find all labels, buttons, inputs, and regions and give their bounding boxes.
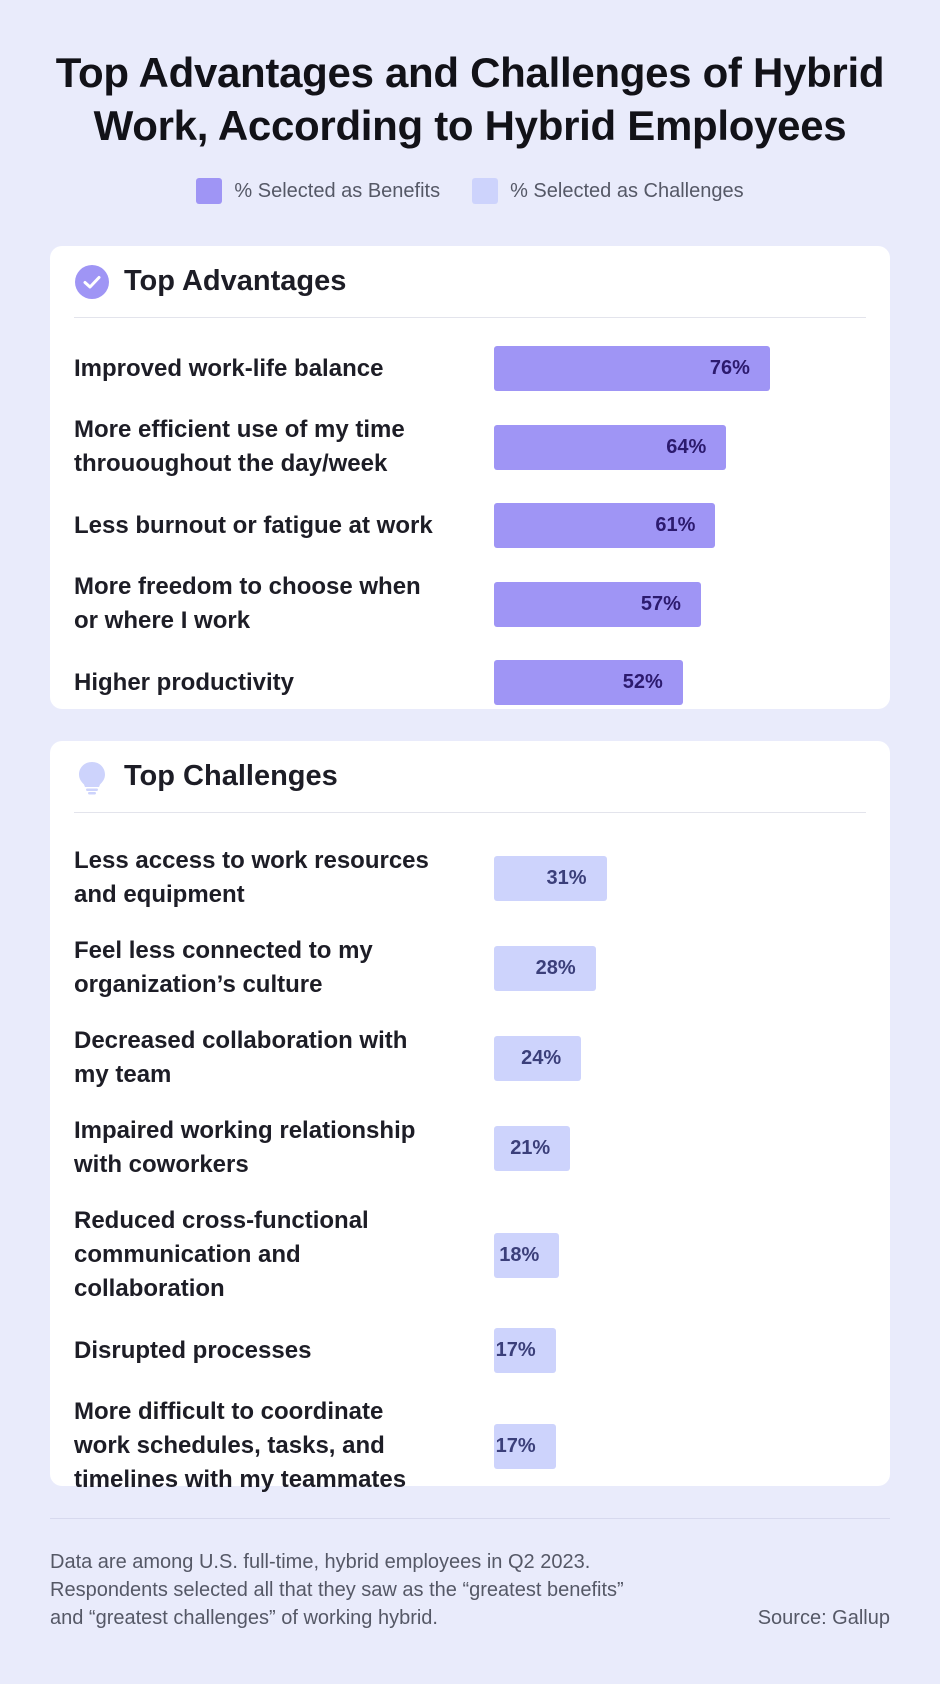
challenge-label: Less access to work resources and equipme… <box>74 844 464 912</box>
chart-title-line-1: Top Advantages and Challenges of Hybrid <box>55 49 885 96</box>
challenge-row: More difficult to coordinate work schedul… <box>74 1395 866 1497</box>
advantage-label-line: Higher productivity <box>74 668 295 696</box>
challenge-label: Decreased collaboration with my team <box>74 1024 464 1092</box>
challenge-value-label: 17% <box>495 1339 536 1361</box>
challenges-heading: Top Challenges <box>124 760 338 792</box>
challenges-header: Top Challenges <box>74 741 866 813</box>
advantage-label: More efficient use of my time thrououghou… <box>74 413 464 481</box>
advantages-card: Top Advantages Improved work-life balanc… <box>50 246 890 709</box>
advantage-row: Improved work-life balance 76% <box>74 346 866 391</box>
challenge-row: Feel less connected to my organization’s … <box>74 934 866 1002</box>
challenge-value-label: 24% <box>521 1046 562 1069</box>
challenge-row: Disrupted processes 17% <box>74 1328 866 1373</box>
challenge-bar: 31% <box>494 855 607 901</box>
challenge-value-label: 28% <box>535 956 576 979</box>
challenge-value-label: 18% <box>499 1243 540 1266</box>
challenge-bar: 17% <box>494 1328 556 1373</box>
advantage-label: Improved work-life balance <box>74 352 464 386</box>
advantage-row: Less burnout or fatigue at work 61% <box>74 503 866 548</box>
challenge-label: Reduced cross-functional communication an… <box>74 1204 464 1306</box>
challenge-row: Impaired working relationship with cowork… <box>74 1114 866 1182</box>
challenge-bar: 24% <box>494 1035 582 1081</box>
legend-swatch-challenges <box>472 178 499 204</box>
challenge-bar: 18% <box>494 1232 560 1278</box>
challenge-row: Less access to work resources and equipme… <box>74 844 866 912</box>
footnote-line-3: and “greatest challenges” of working hyb… <box>50 1607 438 1629</box>
challenge-row: Reduced cross-functional communication an… <box>74 1204 866 1306</box>
advantage-label-line: More efficient use of my time <box>74 416 405 443</box>
challenge-label-line: my team <box>74 1061 172 1088</box>
advantage-label: Less burnout or fatigue at work <box>74 509 464 543</box>
advantage-label-line: More freedom to choose when <box>74 573 421 600</box>
challenges-card: Top Challenges Less access to work resou… <box>50 741 890 1493</box>
advantage-label: More freedom to choose when or where I wo… <box>74 570 464 638</box>
legend-item-challenges: % Selected as Challenges <box>472 178 744 204</box>
chart-title-line-2: Work, According to Hybrid Employees <box>93 102 847 149</box>
challenge-value-label: 31% <box>546 866 587 889</box>
advantages-heading: Top Advantages <box>124 265 347 297</box>
footer-divider <box>50 1518 890 1519</box>
legend-label-challenges: % Selected as Challenges <box>510 179 744 202</box>
challenge-label-line: communication and <box>74 1241 301 1268</box>
challenge-label-line: and equipment <box>74 881 245 908</box>
challenge-label: Feel less connected to my organization’s … <box>74 934 464 1002</box>
footnote-line-1: Data are among U.S. full-time, hybrid em… <box>50 1551 591 1573</box>
challenge-label: Impaired working relationship with cowork… <box>74 1114 464 1182</box>
advantage-value-label: 52% <box>622 671 663 693</box>
challenge-label-line: Disrupted processes <box>74 1336 312 1364</box>
challenge-label-line: More difficult to coordinate <box>74 1398 384 1425</box>
challenge-value-label: 21% <box>510 1136 551 1159</box>
legend-swatch-benefits <box>196 178 223 204</box>
advantage-bar: 64% <box>494 424 727 470</box>
challenge-label-line: collaboration <box>74 1275 225 1302</box>
advantage-row: More freedom to choose when or where I wo… <box>74 570 866 638</box>
advantage-row: Higher productivity 52% <box>74 660 866 705</box>
advantage-value-label: 57% <box>640 592 681 615</box>
source-credit: Source: Gallup <box>757 1607 890 1629</box>
advantage-bar: 57% <box>494 581 701 627</box>
advantage-bar: 52% <box>494 660 683 705</box>
advantage-value-label: 61% <box>655 514 696 536</box>
challenge-label: More difficult to coordinate work schedul… <box>74 1395 464 1497</box>
challenge-label-line: Impaired working relationship <box>74 1117 416 1144</box>
challenge-label-line: work schedules, tasks, and <box>74 1432 385 1459</box>
challenge-row: Decreased collaboration with my team 24% <box>74 1024 866 1092</box>
check-circle-icon <box>75 264 109 299</box>
legend: % Selected as Benefits % Selected as Cha… <box>0 178 940 204</box>
challenge-label-line: with coworkers <box>74 1151 249 1178</box>
advantage-label-line: Improved work-life balance <box>74 354 384 382</box>
challenge-label-line: Reduced cross-functional <box>74 1207 369 1234</box>
advantage-label-line: or where I work <box>74 607 251 634</box>
advantages-header: Top Advantages <box>74 246 866 318</box>
advantage-label: Higher productivity <box>74 666 464 700</box>
footnote-line-2: Respondents selected all that they saw a… <box>50 1579 624 1601</box>
chart-title: Top Advantages and Challenges of Hybrid … <box>0 46 940 152</box>
challenge-label-line: organization’s culture <box>74 971 323 998</box>
advantage-bar: 61% <box>494 503 716 548</box>
challenge-label-line: Decreased collaboration with <box>74 1027 408 1054</box>
legend-label-benefits: % Selected as Benefits <box>234 179 441 202</box>
challenge-bar: 17% <box>494 1423 556 1469</box>
advantage-label-line: thrououghout the day/week <box>74 450 388 477</box>
challenge-label: Disrupted processes <box>74 1334 464 1368</box>
challenge-value-label: 17% <box>495 1434 536 1457</box>
challenge-label-line: Feel less connected to my <box>74 937 373 964</box>
footnote: Data are among U.S. full-time, hybrid em… <box>50 1548 690 1632</box>
challenge-label-line: Less access to work resources <box>74 847 429 874</box>
challenge-bar: 28% <box>494 945 596 991</box>
challenge-bar: 21% <box>494 1125 571 1171</box>
challenge-label-line: timelines with my teammates <box>74 1466 407 1493</box>
advantage-bar: 76% <box>494 346 770 391</box>
lightbulb-icon <box>79 761 105 794</box>
advantage-value-label: 64% <box>666 435 707 458</box>
advantage-row: More efficient use of my time thrououghou… <box>74 413 866 481</box>
advantage-label-line: Less burnout or fatigue at work <box>74 511 433 539</box>
advantage-value-label: 76% <box>709 357 750 379</box>
legend-item-benefits: % Selected as Benefits <box>196 178 440 204</box>
